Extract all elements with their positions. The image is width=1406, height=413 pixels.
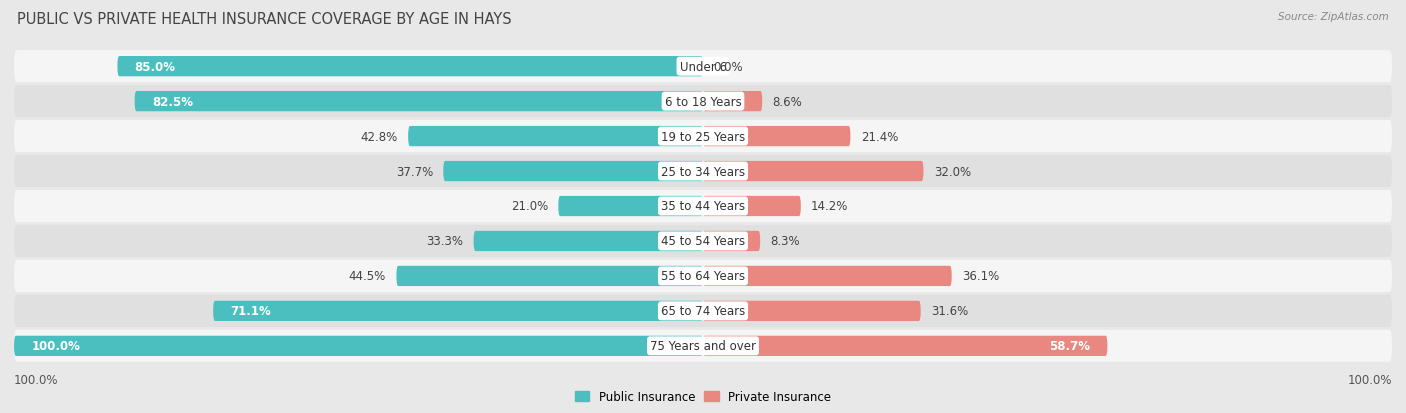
Text: 44.5%: 44.5% <box>349 270 387 283</box>
Text: 100.0%: 100.0% <box>14 373 59 386</box>
Text: 31.6%: 31.6% <box>931 305 969 318</box>
FancyBboxPatch shape <box>703 266 952 286</box>
Text: 36.1%: 36.1% <box>962 270 1000 283</box>
Text: 8.3%: 8.3% <box>770 235 800 248</box>
Text: 75 Years and over: 75 Years and over <box>650 339 756 352</box>
FancyBboxPatch shape <box>14 260 1392 292</box>
FancyBboxPatch shape <box>14 190 1392 223</box>
FancyBboxPatch shape <box>396 266 703 286</box>
FancyBboxPatch shape <box>703 197 801 216</box>
FancyBboxPatch shape <box>14 121 1392 153</box>
Text: 33.3%: 33.3% <box>426 235 463 248</box>
FancyBboxPatch shape <box>443 161 703 182</box>
Text: 25 to 34 Years: 25 to 34 Years <box>661 165 745 178</box>
FancyBboxPatch shape <box>558 197 703 216</box>
FancyBboxPatch shape <box>703 92 762 112</box>
Text: 21.0%: 21.0% <box>510 200 548 213</box>
Text: 19 to 25 Years: 19 to 25 Years <box>661 130 745 143</box>
Text: 82.5%: 82.5% <box>152 95 193 108</box>
FancyBboxPatch shape <box>703 336 1108 356</box>
Text: 35 to 44 Years: 35 to 44 Years <box>661 200 745 213</box>
Text: 42.8%: 42.8% <box>360 130 398 143</box>
Text: 37.7%: 37.7% <box>395 165 433 178</box>
Legend: Public Insurance, Private Insurance: Public Insurance, Private Insurance <box>571 385 835 408</box>
FancyBboxPatch shape <box>14 295 1392 327</box>
Text: 0.0%: 0.0% <box>713 61 742 74</box>
FancyBboxPatch shape <box>14 336 703 356</box>
Text: 100.0%: 100.0% <box>31 339 80 352</box>
FancyBboxPatch shape <box>214 301 703 321</box>
FancyBboxPatch shape <box>474 231 703 252</box>
Text: 14.2%: 14.2% <box>811 200 849 213</box>
FancyBboxPatch shape <box>703 127 851 147</box>
Text: PUBLIC VS PRIVATE HEALTH INSURANCE COVERAGE BY AGE IN HAYS: PUBLIC VS PRIVATE HEALTH INSURANCE COVER… <box>17 12 512 27</box>
FancyBboxPatch shape <box>117 57 703 77</box>
FancyBboxPatch shape <box>14 156 1392 188</box>
Text: 100.0%: 100.0% <box>1347 373 1392 386</box>
Text: 65 to 74 Years: 65 to 74 Years <box>661 305 745 318</box>
Text: 45 to 54 Years: 45 to 54 Years <box>661 235 745 248</box>
Text: 6 to 18 Years: 6 to 18 Years <box>665 95 741 108</box>
Text: 58.7%: 58.7% <box>1049 339 1090 352</box>
FancyBboxPatch shape <box>408 127 703 147</box>
Text: 85.0%: 85.0% <box>135 61 176 74</box>
Text: Source: ZipAtlas.com: Source: ZipAtlas.com <box>1278 12 1389 22</box>
FancyBboxPatch shape <box>703 231 761 252</box>
FancyBboxPatch shape <box>14 51 1392 83</box>
FancyBboxPatch shape <box>14 225 1392 257</box>
Text: 55 to 64 Years: 55 to 64 Years <box>661 270 745 283</box>
FancyBboxPatch shape <box>14 86 1392 118</box>
Text: 21.4%: 21.4% <box>860 130 898 143</box>
Text: 71.1%: 71.1% <box>231 305 271 318</box>
Text: Under 6: Under 6 <box>679 61 727 74</box>
FancyBboxPatch shape <box>703 301 921 321</box>
FancyBboxPatch shape <box>703 161 924 182</box>
Text: 32.0%: 32.0% <box>934 165 972 178</box>
FancyBboxPatch shape <box>14 330 1392 362</box>
FancyBboxPatch shape <box>135 92 703 112</box>
Text: 8.6%: 8.6% <box>772 95 803 108</box>
